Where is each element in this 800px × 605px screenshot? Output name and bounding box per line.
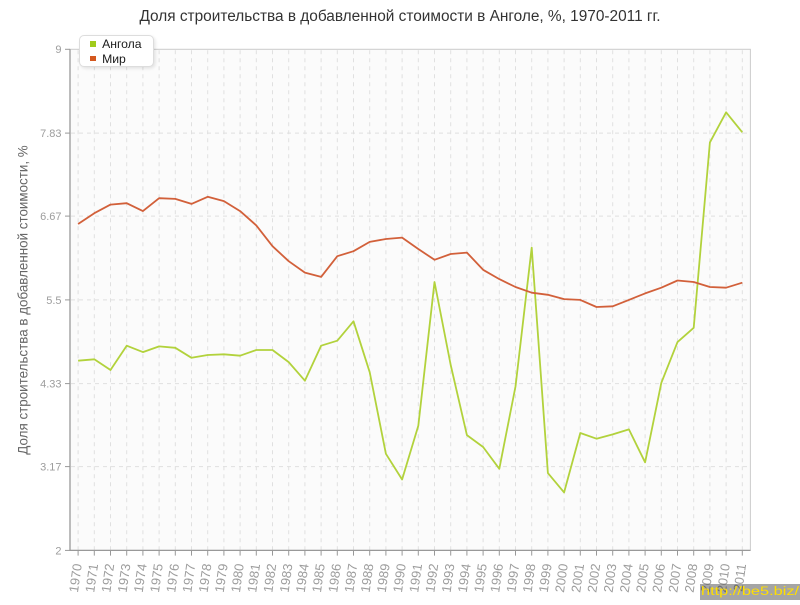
svg-text:1977: 1977 <box>179 563 198 594</box>
svg-text:1998: 1998 <box>520 563 539 594</box>
svg-text:1994: 1994 <box>455 563 474 594</box>
svg-text:5.5: 5.5 <box>46 295 61 307</box>
svg-text:2000: 2000 <box>552 563 571 594</box>
svg-text:Доля строительства в добавленн: Доля строительства в добавленной стоимос… <box>16 145 31 455</box>
svg-text:1981: 1981 <box>244 563 263 594</box>
svg-text:1971: 1971 <box>82 563 101 594</box>
svg-text:4.33: 4.33 <box>40 379 61 391</box>
svg-text:1976: 1976 <box>163 563 182 594</box>
svg-text:1985: 1985 <box>309 563 328 594</box>
svg-text:7.83: 7.83 <box>40 128 61 140</box>
svg-text:2005: 2005 <box>633 563 652 594</box>
svg-text:1974: 1974 <box>131 563 150 594</box>
svg-text:2002: 2002 <box>584 563 603 594</box>
svg-text:1990: 1990 <box>390 563 409 594</box>
svg-text:2003: 2003 <box>601 563 620 594</box>
svg-text:1980: 1980 <box>228 563 247 594</box>
svg-text:2007: 2007 <box>665 563 684 594</box>
svg-text:3.17: 3.17 <box>40 462 61 474</box>
svg-text:1997: 1997 <box>503 563 522 594</box>
svg-text:1993: 1993 <box>439 563 458 594</box>
svg-text:9: 9 <box>55 44 61 56</box>
svg-text:2009: 2009 <box>698 563 717 594</box>
svg-text:1970: 1970 <box>66 563 85 594</box>
svg-text:1978: 1978 <box>196 563 215 594</box>
svg-text:1972: 1972 <box>98 563 117 594</box>
svg-text:1999: 1999 <box>536 563 555 594</box>
svg-text:1986: 1986 <box>325 563 344 594</box>
svg-text:2008: 2008 <box>682 563 701 594</box>
svg-text:1979: 1979 <box>212 563 231 594</box>
svg-text:2010: 2010 <box>714 563 733 594</box>
svg-text:1975: 1975 <box>147 563 166 594</box>
svg-text:1983: 1983 <box>277 563 296 594</box>
svg-text:1991: 1991 <box>406 563 425 594</box>
svg-text:1989: 1989 <box>374 563 393 594</box>
svg-text:1988: 1988 <box>358 563 377 594</box>
svg-text:1992: 1992 <box>422 563 441 594</box>
svg-text:2: 2 <box>55 545 61 557</box>
svg-text:1973: 1973 <box>115 563 134 594</box>
svg-text:2006: 2006 <box>649 563 668 594</box>
svg-text:6.67: 6.67 <box>40 211 61 223</box>
svg-text:2011: 2011 <box>730 563 749 593</box>
svg-text:1984: 1984 <box>293 563 312 594</box>
svg-text:1987: 1987 <box>341 563 360 594</box>
svg-text:1996: 1996 <box>487 563 506 594</box>
svg-text:1995: 1995 <box>471 563 490 594</box>
svg-text:2004: 2004 <box>617 563 636 594</box>
svg-text:2001: 2001 <box>568 563 587 594</box>
svg-text:1982: 1982 <box>260 563 279 594</box>
